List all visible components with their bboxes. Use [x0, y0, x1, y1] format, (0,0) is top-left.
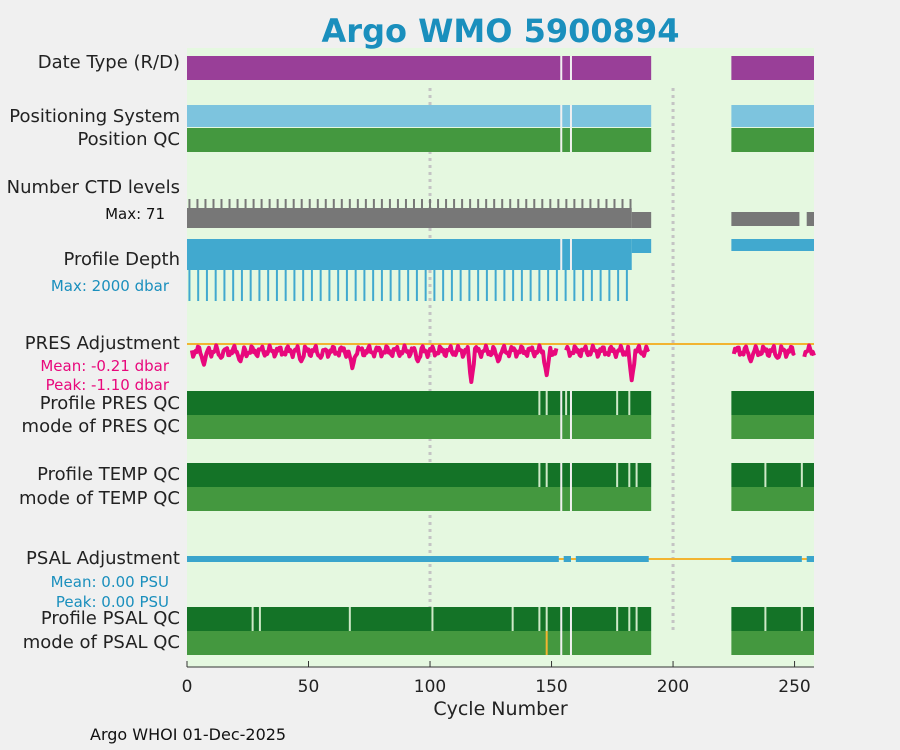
row-label-mode-psal-qc: mode of PSAL QC	[22, 632, 180, 653]
pres-adjustment-series	[189, 343, 559, 384]
profile-depth-bar	[631, 239, 652, 253]
position-qc-bar	[731, 128, 814, 152]
row-label-pres-adjustment: PRES Adjustment	[24, 333, 180, 354]
depth-max-label: Max: 2000 dbar	[50, 277, 169, 295]
row-label-psal-adjustment: PSAL Adjustment	[25, 548, 180, 569]
mode-pres-qc-bar	[187, 415, 652, 439]
profile-pres-qc-bar	[187, 391, 652, 415]
ctd-levels-bar	[731, 212, 800, 226]
x-tick-label: 150	[535, 677, 568, 697]
mode-pres-qc-bar	[731, 415, 814, 439]
ctd-levels-bar	[806, 212, 814, 226]
profile-temp-qc-bar	[187, 463, 652, 487]
profile-temp-qc-bar	[731, 463, 814, 487]
x-tick-label: 50	[297, 677, 320, 697]
psal-adjustment-series	[563, 556, 571, 562]
ctd-levels-bar	[187, 208, 632, 228]
psal-mean-label: Mean: 0.00 PSU	[50, 573, 169, 591]
mode-psal-qc-bar	[731, 631, 814, 655]
psal-adjustment-series	[731, 556, 802, 562]
ctd-levels-bar	[631, 212, 652, 228]
date-type-bar	[187, 56, 652, 80]
x-tick-label: 250	[778, 677, 811, 697]
row-label-mode-pres-qc: mode of PRES QC	[21, 416, 180, 437]
date-type-bar	[731, 56, 814, 80]
x-tick-label: 100	[413, 677, 447, 697]
row-label-ctd-levels: Number CTD levels	[6, 177, 180, 198]
row-label-position-qc: Position QC	[77, 129, 180, 150]
row-label-mode-temp-qc: mode of TEMP QC	[18, 488, 180, 509]
psal-adjustment-series	[187, 556, 559, 562]
psal-peak-label: Peak: 0.00 PSU	[55, 593, 169, 611]
row-label-profile-psal-qc: Profile PSAL QC	[40, 608, 180, 629]
row-label-profile-temp-qc: Profile TEMP QC	[37, 464, 180, 485]
pres-adjustment-series	[564, 343, 651, 383]
profile-pres-qc-bar	[731, 391, 814, 415]
mode-psal-qc-bar	[187, 631, 652, 655]
psal-adjustment-series	[806, 556, 814, 562]
profile-depth-bar	[187, 239, 632, 270]
positioning-system-bar	[731, 105, 814, 127]
x-tick-label: 200	[656, 677, 690, 697]
positioning-system-bar	[187, 105, 652, 127]
chart-title: Argo WMO 5900894	[321, 12, 680, 50]
x-axis-label: Cycle Number	[433, 698, 568, 720]
pres-adjustment-series	[731, 344, 796, 364]
mode-temp-qc-bar	[187, 487, 652, 511]
row-label-date-type: Date Type (R/D)	[37, 52, 180, 73]
pres-peak-label: Peak: -1.10 dbar	[45, 376, 169, 394]
position-qc-bar	[187, 128, 652, 152]
x-tick-label: 0	[181, 677, 193, 697]
mode-temp-qc-bar	[731, 487, 814, 511]
psal-adjustment-series	[575, 556, 649, 562]
profile-psal-qc-bar	[187, 607, 652, 631]
footer-credit: Argo WHOI 01-Dec-2025	[90, 725, 287, 744]
row-label-profile-pres-qc: Profile PRES QC	[39, 393, 180, 414]
pres-mean-label: Mean: -0.21 dbar	[40, 357, 169, 375]
ctd-max-label: Max: 71	[105, 205, 165, 223]
profile-depth-bar	[731, 239, 814, 251]
profile-psal-qc-bar	[731, 607, 814, 631]
pres-adjustment-series	[802, 343, 816, 358]
row-label-positioning-system: Positioning System	[9, 106, 180, 127]
row-label-profile-depth: Profile Depth	[63, 249, 180, 270]
